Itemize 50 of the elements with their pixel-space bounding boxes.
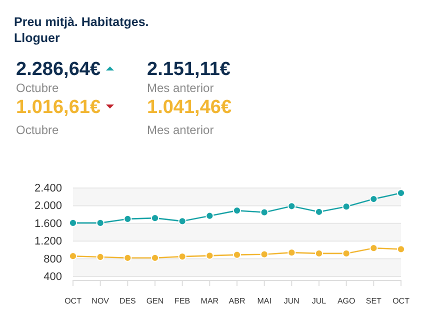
- point: [178, 217, 186, 226]
- chart-title: Preu mitjà. Habitatges. Lloguer: [14, 15, 149, 45]
- text: Mes anterior: [147, 81, 214, 95]
- point: [396, 188, 406, 198]
- point: [206, 252, 214, 260]
- point: [396, 245, 406, 254]
- x-tick-label: AGO: [337, 296, 356, 306]
- y-tick-label: 2.400: [34, 182, 62, 195]
- x-tick-label: ABR: [228, 296, 246, 306]
- point: [370, 244, 378, 252]
- point: [232, 250, 242, 259]
- y-tick-label: 2.000: [34, 200, 62, 212]
- x-tick-label: MAR: [200, 296, 219, 306]
- x-tick-label: OCT: [392, 296, 410, 306]
- point: [206, 212, 214, 220]
- point: [124, 254, 132, 262]
- x-tick-label: MAI: [257, 296, 272, 306]
- point: [314, 208, 324, 216]
- point: [150, 214, 160, 222]
- text: 2.286,64€: [16, 59, 101, 80]
- x-tick-label: JUL: [312, 296, 327, 306]
- point: [288, 248, 296, 257]
- point: [370, 194, 378, 204]
- point: [260, 250, 268, 258]
- x-tick-label: OCT: [64, 296, 82, 306]
- point: [150, 254, 160, 262]
- x-tick-label: FEB: [174, 296, 190, 306]
- point: [96, 252, 104, 262]
- text: 1.041,46€: [147, 97, 232, 118]
- x-tick-label: DES: [119, 296, 136, 306]
- point: [96, 218, 104, 228]
- y-tick-label: 800: [44, 253, 62, 266]
- point: [124, 214, 132, 224]
- point: [260, 208, 268, 216]
- x-tick-label: NOV: [92, 296, 110, 306]
- x-tick-label: GEN: [146, 296, 164, 306]
- text: Octubre: [16, 81, 60, 95]
- text: 2.151,11€: [147, 59, 231, 80]
- y-tick-label: 1.600: [34, 218, 62, 230]
- x-tick-label: SET: [366, 296, 382, 306]
- text: Mes anterior: [147, 123, 214, 137]
- y-tick-label: 400: [44, 270, 62, 283]
- point: [68, 252, 78, 260]
- point: [342, 202, 350, 211]
- text: Octubre: [16, 123, 60, 137]
- point: [68, 218, 78, 228]
- point: [288, 202, 296, 210]
- text: 1.016,61€: [16, 97, 101, 118]
- y-tick-label: 1.200: [34, 236, 62, 248]
- x-tick-label: JUN: [284, 296, 300, 306]
